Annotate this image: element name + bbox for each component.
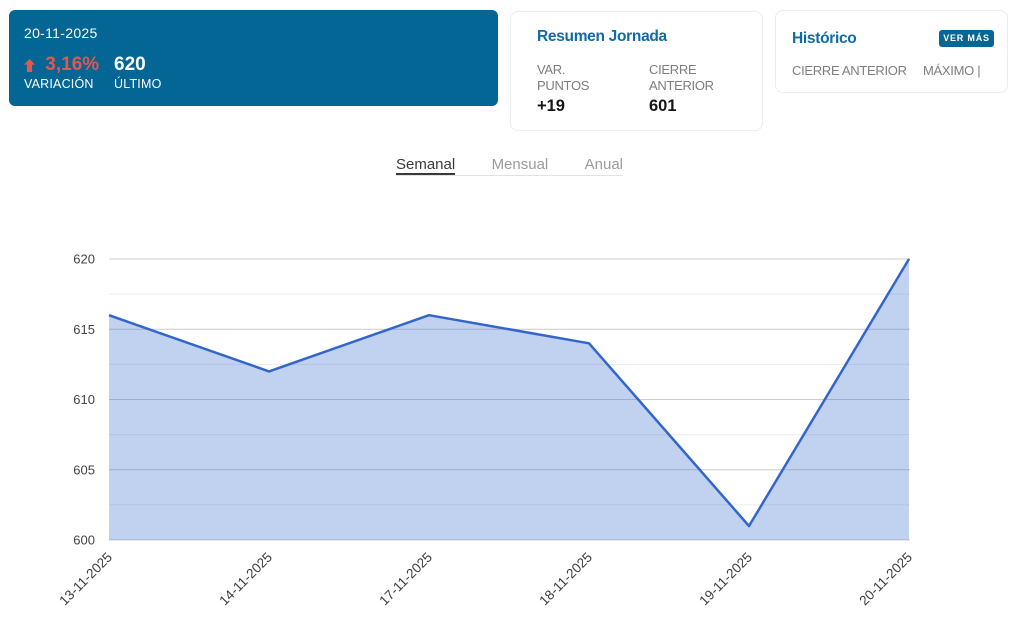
svg-text:20-11-2025: 20-11-2025 — [856, 550, 915, 609]
svg-text:620: 620 — [73, 252, 95, 267]
svg-text:610: 610 — [73, 392, 95, 407]
svg-text:600: 600 — [73, 533, 95, 548]
svg-text:14-11-2025: 14-11-2025 — [216, 550, 275, 609]
svg-text:605: 605 — [73, 462, 95, 477]
svg-text:19-11-2025: 19-11-2025 — [696, 550, 755, 609]
svg-text:17-11-2025: 17-11-2025 — [376, 550, 435, 609]
svg-text:13-11-2025: 13-11-2025 — [56, 550, 115, 609]
svg-text:18-11-2025: 18-11-2025 — [536, 550, 595, 609]
svg-text:615: 615 — [73, 322, 95, 337]
